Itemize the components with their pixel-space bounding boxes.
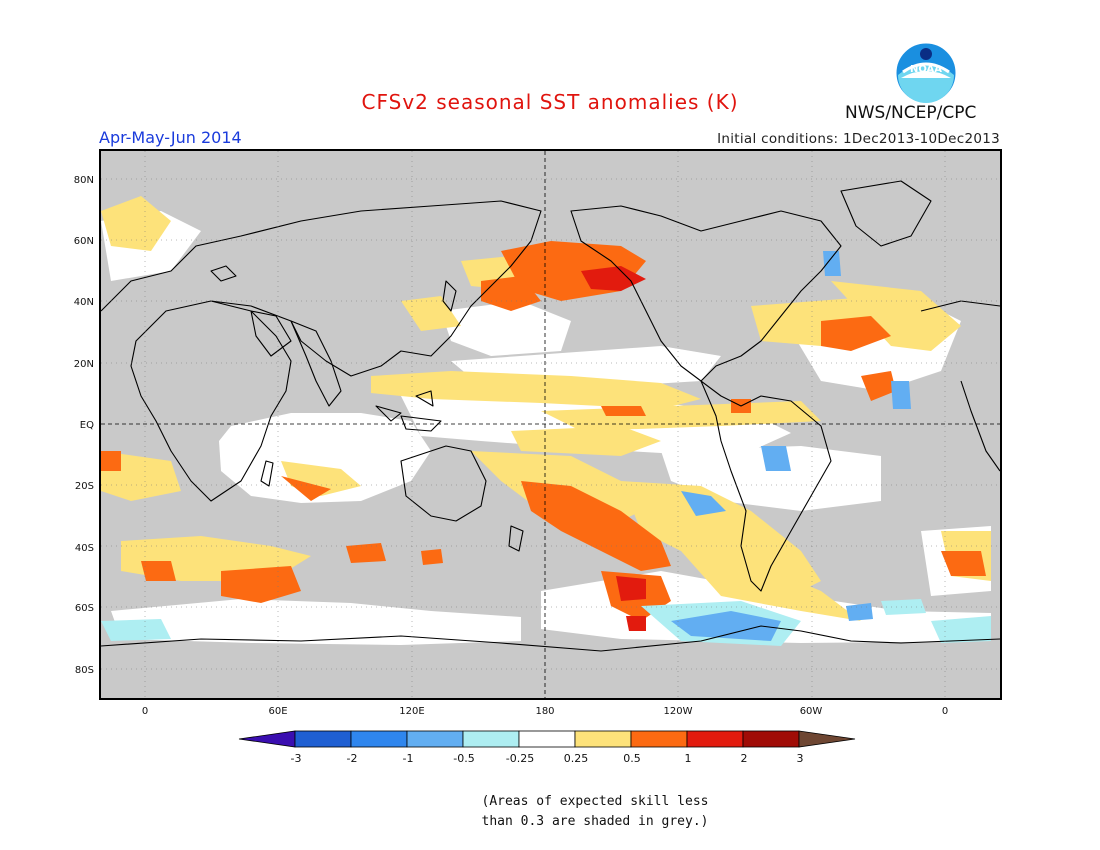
colorbar-label-m3: -3 (290, 752, 302, 765)
colorbar-cell (574, 730, 632, 748)
colorbar-cell (462, 730, 520, 748)
colorbar-label-m2: -2 (346, 752, 358, 765)
lon-label-120w: 120W (663, 706, 693, 717)
anomaly-minus-0.5-1-areas (671, 251, 911, 641)
colorbar-cell (630, 730, 688, 748)
noaa-logo-text: NOAA (910, 64, 942, 75)
lon-label-120e: 120E (399, 706, 425, 717)
colorbar-label-1: 1 (684, 752, 692, 765)
coastlines (101, 180, 1000, 652)
colorbar-label-3: 3 (796, 752, 804, 765)
colorbar-label-m025: -0.25 (505, 752, 535, 765)
colorbar-label-m05: -0.5 (453, 752, 475, 765)
colorbar-arrow-high (798, 730, 856, 748)
anomaly-1-2-areas (581, 266, 646, 631)
lat-label-eq: EQ (79, 420, 94, 431)
map-title: CFSv2 seasonal SST anomalies (K) (361, 90, 739, 114)
colorbar-label-05: 0.5 (623, 752, 641, 765)
lon-label-60e: 60E (268, 706, 288, 717)
graticule (101, 151, 1000, 698)
colorbar-label-025: 0.25 (563, 752, 589, 765)
colorbar-cell (742, 730, 800, 748)
initial-conditions: Initial conditions: 1Dec2013-10Dec2013 (717, 131, 1000, 147)
lat-label-20n: 20N (73, 359, 94, 370)
colorbar (238, 730, 856, 748)
skill-note-line1: (Areas of expected skill less (481, 794, 709, 809)
colorbar-cell (294, 730, 352, 748)
lon-label-180: 180 (535, 706, 555, 717)
colorbar-label-m1: -1 (402, 752, 414, 765)
forecast-period: Apr-May-Jun 2014 (99, 128, 242, 147)
colorbar-cell (518, 730, 576, 748)
skill-note-line2: than 0.3 are shaded in grey.) (481, 814, 709, 829)
lon-label-0-east: 0 (941, 706, 949, 717)
lat-label-20s: 20S (74, 481, 94, 492)
noaa-logo: NOAA (895, 42, 957, 104)
sst-anomaly-map (99, 149, 1002, 700)
colorbar-cells (238, 730, 856, 748)
skill-note: (Areas of expected skill less than 0.3 a… (0, 792, 1100, 832)
colorbar-cell (350, 730, 408, 748)
lon-label-0: 0 (141, 706, 149, 717)
colorbar-cell (406, 730, 464, 748)
map-canvas (101, 151, 1000, 698)
lat-label-80n: 80N (73, 175, 94, 186)
colorbar-label-2: 2 (740, 752, 748, 765)
lon-label-60w: 60W (799, 706, 823, 717)
colorbar-arrow-low (238, 730, 296, 748)
lat-label-60n: 60N (73, 236, 94, 247)
colorbar-cell (686, 730, 744, 748)
lat-label-40n: 40N (73, 297, 94, 308)
lat-label-40s: 40S (74, 543, 94, 554)
lat-label-80s: 80S (74, 665, 94, 676)
agency-label: NWS/NCEP/CPC (845, 103, 977, 123)
lat-label-60s: 60S (74, 603, 94, 614)
